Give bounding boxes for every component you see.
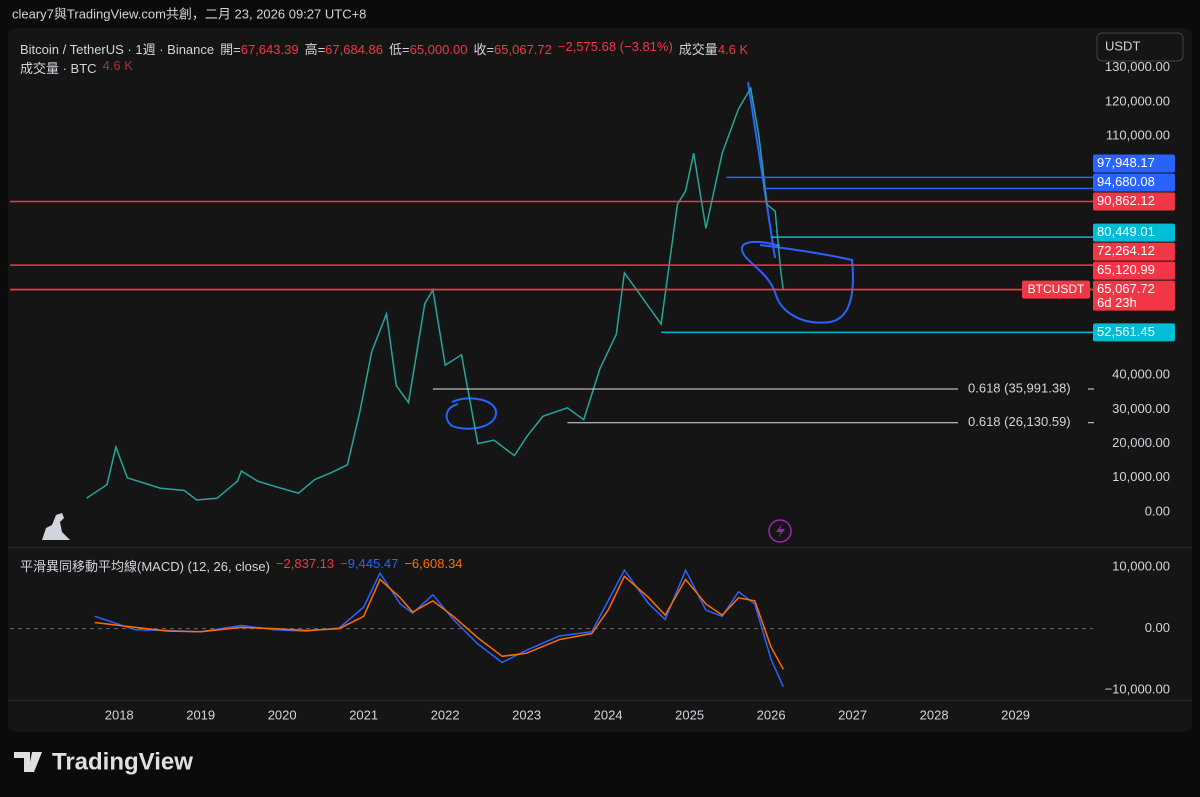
ohlc-item: 收=65,067.72	[473, 39, 551, 58]
level-label: 90,862.12	[1097, 193, 1155, 208]
footer-logo-icon	[14, 752, 42, 772]
y-tick-label: 20,000.00	[1112, 435, 1170, 450]
ohlc-value: 65,067.72	[494, 42, 552, 57]
ohlc-item: 開=67,643.39	[220, 39, 298, 58]
currency[interactable]: USDT	[1105, 38, 1140, 53]
x-tick-label: 2022	[431, 707, 460, 722]
footer-logo: TradingView	[52, 748, 193, 775]
ohlc-value: 67,684.86	[325, 42, 383, 57]
ohlc-value: 67,643.39	[240, 42, 299, 57]
y-tick-label: 30,000.00	[1112, 401, 1170, 416]
level-tag	[1093, 192, 1175, 211]
x-tick-label: 2019	[186, 707, 215, 722]
volume-legend: 成交量 · BTC 4.6 K	[20, 58, 133, 77]
level-tag	[1093, 280, 1175, 311]
y-tick-label: 110,000.00	[1106, 128, 1170, 143]
fib-label: 0.618 (35,991.38)	[968, 380, 1071, 395]
ohlc-label: 收=	[473, 42, 495, 57]
macd-legend: 平滑異同移動平均線(MACD) (12, 26, close) −2,837.1…	[20, 556, 463, 575]
x-tick-label: 2025	[675, 707, 704, 722]
x-tick-label: 2029	[1001, 707, 1030, 722]
ohlc-label: 低=	[389, 42, 410, 57]
y-tick-label: 10,000.00	[1112, 559, 1170, 574]
level-label: 97,948.17	[1097, 155, 1155, 170]
panel	[8, 28, 1192, 732]
level-label: 65,067.72	[1097, 281, 1155, 296]
level-tag	[1093, 154, 1175, 173]
ohlc-label: 開=	[220, 42, 241, 57]
volume-pane-value: 4.6 K	[102, 58, 133, 73]
x-tick-label: 2023	[512, 707, 541, 722]
change: −2,575.68 (−3.81%)	[557, 39, 673, 54]
macd-title: 平滑異同移動平均線(MACD) (12, 26, close)	[20, 559, 270, 574]
legend: Bitcoin / TetherUS · 1週 · Binance 開=67,6…	[20, 39, 748, 58]
countdown: 6d 23h	[1097, 295, 1137, 310]
ohlc-label: 高=	[304, 42, 326, 57]
currency-button[interactable]	[1096, 32, 1184, 62]
ohlc: 開=67,643.39 高=67,684.86 低=65,000.00 收=65,06…	[220, 39, 552, 58]
macd-value: −2,837.13	[275, 556, 335, 571]
level-tag	[1093, 223, 1175, 242]
header-text: cleary7與TradingView.com共創，二月 23, 2026 09…	[12, 6, 366, 21]
annotation-circle	[445, 397, 497, 430]
ohlc-item: 高=67,684.86	[305, 39, 383, 58]
series-line	[86, 86, 785, 501]
level-tag	[1093, 242, 1175, 261]
event-icon-bolt	[776, 524, 785, 538]
annotation-loop	[740, 240, 854, 324]
y-tick-label: 120,000.00	[1105, 93, 1170, 108]
level-label: 80,449.01	[1097, 224, 1155, 239]
x-tick-label: 2018	[105, 707, 134, 722]
symbol-tag-label: BTCUSDT	[1028, 282, 1085, 296]
y-tick-label: −10,000.00	[1105, 682, 1170, 697]
ohlc-item: 低=65,000.00	[389, 39, 467, 58]
x-tick-label: 2026	[757, 707, 786, 722]
x-tick-label: 2024	[594, 707, 623, 722]
level-tag	[1093, 323, 1175, 342]
level-tag	[1093, 261, 1175, 280]
event-icon[interactable]	[768, 519, 792, 543]
y-tick-label: 0.00	[1145, 503, 1170, 518]
macd-value: −9,445.47	[340, 556, 399, 571]
level-label: 94,680.08	[1097, 174, 1155, 189]
x-tick-label: 2028	[920, 707, 949, 722]
y-tick-label: 10,000.00	[1112, 469, 1170, 484]
volume-label: 成交量	[678, 42, 718, 57]
logo-icon	[42, 513, 70, 540]
level-label: 52,561.45	[1097, 324, 1155, 339]
level-label: 65,120.99	[1097, 262, 1155, 277]
y-tick-label: 0.00	[1145, 620, 1170, 635]
y-tick-label: 130,000.00	[1105, 59, 1170, 74]
volume: 4.6 K	[717, 42, 749, 57]
level-label: 72,264.12	[1097, 243, 1155, 258]
macd-value: −6,608.34	[404, 556, 463, 571]
symbol: Bitcoin / TetherUS · 1週 · Binance	[20, 42, 215, 57]
volume-pane: 成交量 · BTC	[20, 61, 97, 76]
level-tag	[1093, 173, 1175, 192]
symbol-tag	[1022, 280, 1090, 299]
annotation-trend	[747, 81, 776, 259]
fib-label: 0.618 (26,130.59)	[968, 414, 1071, 429]
x-tick-label: 2027	[838, 707, 867, 722]
y-tick-label: 40,000.00	[1112, 367, 1170, 382]
x-tick-label: 2021	[349, 707, 378, 722]
x-tick-label: 2020	[268, 707, 297, 722]
ohlc-value: 65,000.00	[409, 42, 468, 57]
series-line	[94, 575, 784, 670]
